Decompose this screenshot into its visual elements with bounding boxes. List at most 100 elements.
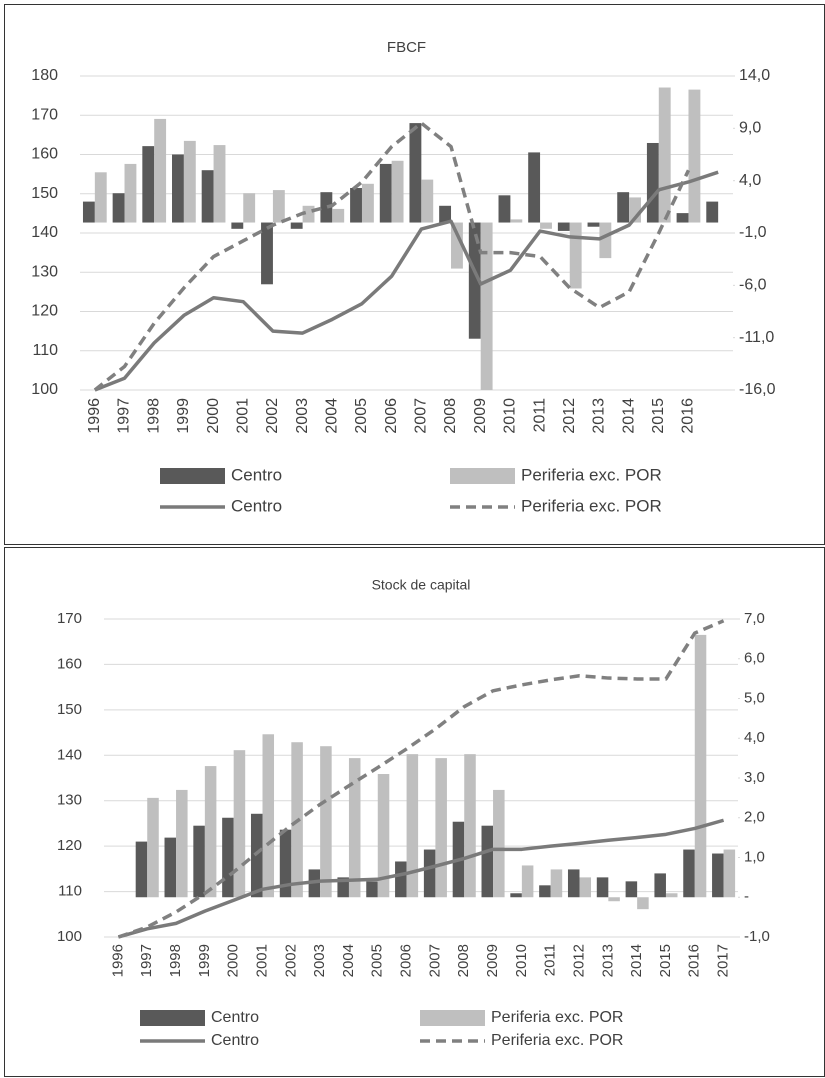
- bar: [142, 146, 155, 223]
- x-tick-label: 1997: [138, 944, 155, 977]
- bar: [279, 829, 292, 898]
- bar: [587, 222, 600, 227]
- legend-swatch: [450, 468, 515, 484]
- bar: [510, 219, 523, 223]
- bar: [320, 746, 332, 898]
- bar: [706, 201, 719, 223]
- bar: [204, 766, 217, 898]
- bar: [498, 195, 511, 223]
- x-tick-label: 2001: [234, 398, 251, 434]
- bar: [510, 893, 522, 898]
- x-tick-label: 2000: [205, 398, 222, 434]
- bar: [557, 222, 570, 231]
- bar: [164, 837, 177, 898]
- y2-tick-label: 3,0: [744, 769, 765, 786]
- x-tick-label: 2002: [264, 398, 281, 434]
- bar: [172, 154, 184, 223]
- y2-tick-label: -6,0: [739, 277, 767, 294]
- y-tick-label: 150: [31, 185, 58, 202]
- line: [93, 121, 691, 392]
- x-tick-label: 2016: [686, 944, 703, 977]
- bar: [348, 758, 361, 898]
- line: [117, 818, 725, 939]
- x-tick-label: 2004: [324, 398, 341, 434]
- y-tick-label: 160: [57, 655, 82, 672]
- line: [117, 619, 725, 939]
- legend-swatch: [420, 1010, 485, 1026]
- chart-title: FBCF: [387, 39, 426, 56]
- chart-frame: [4, 4, 825, 545]
- bar: [147, 797, 159, 898]
- x-tick-label: 2011: [542, 944, 559, 976]
- x-tick-label: 1996: [86, 398, 103, 434]
- bar: [646, 142, 659, 223]
- bar: [599, 222, 612, 259]
- bar: [688, 89, 701, 223]
- y2-tick-label: -16,0: [739, 381, 776, 398]
- bar: [337, 877, 349, 898]
- x-tick-label: 2014: [628, 944, 645, 977]
- y-tick-label: 120: [31, 303, 58, 320]
- x-tick-label: 2001: [253, 944, 270, 977]
- bar: [124, 163, 137, 223]
- y-tick-label: 150: [57, 701, 82, 718]
- legend-label: Periferia exc. POR: [521, 465, 662, 484]
- bar: [395, 861, 407, 898]
- y2-tick-label: 9,0: [739, 120, 761, 137]
- bar: [366, 881, 378, 898]
- bar: [332, 208, 345, 223]
- bar: [521, 865, 534, 898]
- bar: [712, 853, 724, 898]
- bar: [629, 197, 641, 223]
- bar: [379, 163, 392, 223]
- line: [94, 170, 719, 392]
- y-tick-label: 130: [57, 792, 82, 809]
- bar: [617, 192, 630, 223]
- x-tick-label: 2004: [340, 944, 357, 977]
- bar: [290, 222, 303, 229]
- bar: [480, 222, 493, 390]
- x-tick-label: 1999: [196, 944, 213, 977]
- y-tick-label: 160: [31, 146, 58, 163]
- bar: [481, 825, 494, 898]
- x-tick-label: 2014: [620, 398, 637, 434]
- bar: [94, 172, 107, 223]
- bar: [350, 187, 362, 223]
- bar: [676, 213, 689, 223]
- bar: [579, 877, 592, 898]
- x-tick-label: 2003: [294, 398, 311, 434]
- y-tick-label: 120: [57, 837, 82, 854]
- y2-tick-label: 6,0: [744, 650, 765, 667]
- y2-tick-label: 2,0: [744, 809, 765, 826]
- x-tick-label: 2011: [531, 398, 548, 433]
- y-tick-label: 170: [31, 106, 58, 123]
- bar: [193, 825, 205, 898]
- bar: [423, 849, 436, 898]
- y2-tick-label: 4,0: [744, 729, 765, 746]
- bar: [665, 893, 678, 898]
- y2-tick-label: 7,0: [744, 610, 765, 627]
- bar: [409, 123, 422, 223]
- x-tick-label: 2009: [484, 944, 501, 977]
- bar: [683, 849, 695, 898]
- bar: [272, 190, 285, 223]
- bar: [658, 87, 671, 223]
- x-tick-label: 2016: [680, 398, 697, 434]
- bar: [468, 222, 481, 339]
- bar: [250, 813, 263, 898]
- x-tick-label: 2015: [657, 944, 674, 977]
- x-tick-label: 2006: [398, 944, 415, 977]
- legend-label: Centro: [211, 1009, 259, 1026]
- bar: [201, 170, 214, 223]
- y-tick-label: 170: [57, 610, 82, 627]
- bar: [176, 789, 188, 898]
- bar: [550, 869, 563, 898]
- chart-title: Stock de capital: [372, 577, 471, 593]
- legend-label: Centro: [211, 1032, 259, 1049]
- x-tick-label: 1997: [116, 398, 133, 434]
- bar: [596, 877, 609, 898]
- bar: [723, 849, 736, 898]
- x-tick-label: 2012: [561, 398, 578, 434]
- y2-tick-label: 4,0: [739, 172, 761, 189]
- bar: [261, 222, 273, 285]
